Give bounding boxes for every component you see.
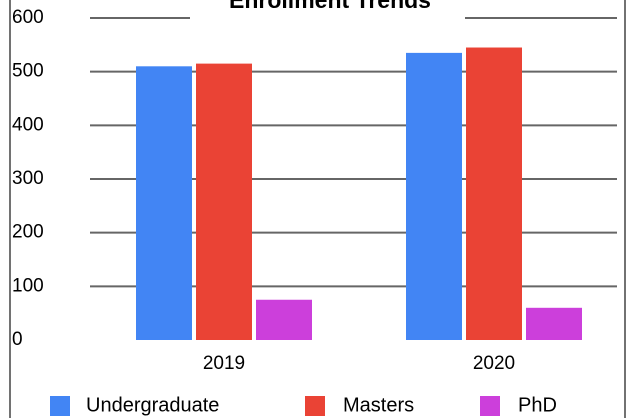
bar <box>256 299 312 340</box>
y-tick-label: 0 <box>12 329 23 350</box>
y-tick-label: 400 <box>12 114 44 135</box>
legend-label: Masters <box>343 394 414 416</box>
y-tick-label: 200 <box>12 222 44 243</box>
legend-label: PhD <box>518 394 557 416</box>
bars <box>136 47 582 341</box>
legend-swatch <box>305 396 325 416</box>
legend-swatch <box>50 396 70 416</box>
legend-label: Undergraduate <box>86 394 219 416</box>
bar <box>526 307 582 340</box>
y-tick-label: 100 <box>12 275 44 296</box>
labels: 0 100 200 300 400 500 600 2019 2020 Undergraduate… <box>12 7 557 416</box>
chart-title: Enrollment Trends <box>229 0 431 13</box>
title-background <box>190 0 465 22</box>
y-tick-label: 300 <box>12 168 44 189</box>
bar <box>406 52 462 341</box>
bar <box>136 66 192 341</box>
bar <box>196 63 252 340</box>
x-tick-label: 2020 <box>473 353 515 374</box>
bar <box>466 47 522 341</box>
y-tick-label: 600 <box>12 7 44 28</box>
y-tick-label: 500 <box>12 61 44 82</box>
legend-swatch <box>480 396 500 416</box>
x-tick-label: 2019 <box>203 353 245 374</box>
